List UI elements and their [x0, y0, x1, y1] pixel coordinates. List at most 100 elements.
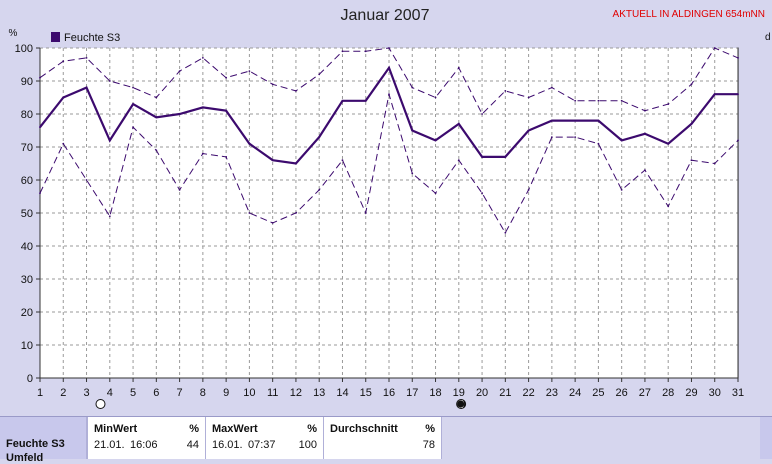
data-point-min [644, 169, 646, 171]
data-point-max [691, 83, 693, 85]
y-tick-label: 90 [21, 76, 33, 88]
data-point-min [342, 159, 344, 161]
data-point-min [179, 189, 181, 191]
data-point-min [737, 140, 739, 142]
data-point-average [272, 159, 274, 161]
data-point-max [621, 100, 623, 102]
data-point-min [528, 189, 530, 191]
x-tick-label: 1 [37, 387, 43, 399]
data-point-min [551, 136, 553, 138]
data-point-min [62, 143, 64, 145]
data-point-average [691, 123, 693, 125]
min-date: 21.01. [94, 439, 125, 451]
data-point-average [481, 156, 483, 158]
x-tick-label: 3 [83, 387, 89, 399]
x-tick-label: 24 [569, 387, 581, 399]
data-point-max [667, 103, 669, 105]
data-point-min [458, 159, 460, 161]
data-point-average [202, 107, 204, 109]
data-point-max [737, 57, 739, 59]
data-point-average [644, 133, 646, 135]
data-point-min [667, 206, 669, 208]
data-point-max [504, 90, 506, 92]
data-point-average [39, 126, 41, 128]
data-point-min [318, 189, 320, 191]
x-tick-label: 11 [267, 387, 278, 399]
data-point-min [411, 173, 413, 175]
data-point-average [109, 140, 111, 142]
right-edge-label: d [765, 32, 771, 43]
x-tick-label: 10 [243, 387, 255, 399]
data-point-max [388, 47, 390, 49]
x-tick-label: 17 [406, 387, 418, 399]
data-point-average [714, 93, 716, 95]
data-point-average [598, 120, 600, 122]
data-point-min [435, 192, 437, 194]
avg-unit: % [425, 423, 435, 435]
avg-value: 78 [423, 439, 435, 451]
max-unit: % [307, 423, 317, 435]
y-tick-label: 40 [21, 241, 33, 253]
x-tick-label: 19 [453, 387, 465, 399]
stats-max-cell: MaxWert % 16.01. 07:37 100 [205, 417, 323, 459]
data-point-average [225, 110, 227, 112]
data-point-min [481, 192, 483, 194]
y-tick-label: 50 [21, 208, 33, 220]
data-point-max [62, 60, 64, 62]
data-point-min [714, 163, 716, 165]
data-point-average [504, 156, 506, 158]
data-point-max [109, 80, 111, 82]
x-tick-label: 30 [709, 387, 721, 399]
data-point-average [318, 136, 320, 138]
data-point-average [737, 93, 739, 95]
data-point-min [109, 215, 111, 217]
data-point-min [504, 232, 506, 234]
x-tick-label: 29 [685, 387, 697, 399]
y-tick-label: 10 [21, 340, 33, 352]
data-point-max [481, 113, 483, 115]
data-point-average [458, 123, 460, 125]
data-point-max [574, 100, 576, 102]
x-tick-label: 25 [592, 387, 604, 399]
humidity-chart: Januar 2007 AKTUELL IN ALDINGEN 654mNN %… [0, 0, 772, 416]
data-point-average [62, 97, 64, 99]
data-point-min [39, 192, 41, 194]
data-point-max [132, 87, 134, 89]
data-point-average [249, 143, 251, 145]
data-point-max [225, 77, 227, 79]
y-tick-label: 20 [21, 307, 33, 319]
data-point-average [155, 116, 157, 118]
data-point-min [86, 179, 88, 181]
min-value: 44 [187, 439, 199, 451]
stats-min-cell: MinWert % 21.01. 16:06 44 [87, 417, 205, 459]
data-point-average [342, 100, 344, 102]
x-tick-label: 31 [732, 387, 744, 399]
data-point-max [249, 70, 251, 72]
min-unit: % [189, 423, 199, 435]
x-tick-label: 22 [522, 387, 534, 399]
data-point-min [598, 143, 600, 145]
x-tick-label: 28 [662, 387, 674, 399]
legend-swatch [51, 32, 60, 42]
max-date: 16.01. [212, 439, 243, 451]
data-point-min [272, 222, 274, 224]
data-point-average [435, 140, 437, 142]
data-point-max [318, 74, 320, 76]
data-point-average [411, 130, 413, 132]
x-tick-label: 2 [60, 387, 66, 399]
y-unit-label: % [9, 28, 18, 39]
avg-label: Durchschnitt [330, 423, 398, 435]
stats-avg-cell: Durchschnitt % 78 [323, 417, 441, 459]
new-moon-fill [457, 400, 464, 407]
max-value: 100 [299, 439, 317, 451]
data-point-average [295, 163, 297, 165]
data-point-max [411, 87, 413, 89]
y-tick-label: 80 [21, 109, 33, 121]
data-point-average [621, 140, 623, 142]
data-point-average [365, 100, 367, 102]
data-point-min [621, 189, 623, 191]
max-label: MaxWert [212, 423, 258, 435]
data-point-average [667, 143, 669, 145]
data-point-min [155, 149, 157, 151]
